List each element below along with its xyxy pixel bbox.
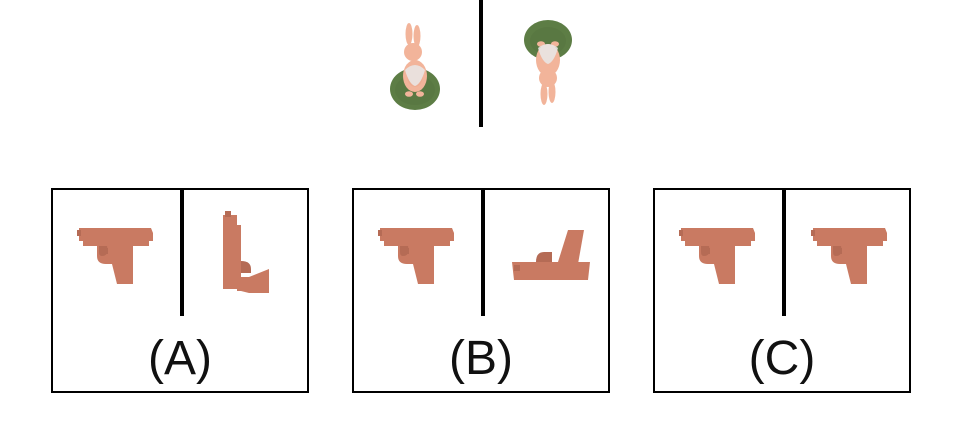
pistol-icon <box>811 228 887 284</box>
example-divider <box>479 0 483 127</box>
option-divider <box>481 190 485 316</box>
pistol-icon <box>512 230 590 280</box>
rabbit-on-base-icon <box>390 23 440 110</box>
option-divider <box>782 190 786 316</box>
option-c[interactable]: (C) <box>653 188 911 393</box>
pistol-icon <box>223 211 269 293</box>
pistol-icon <box>679 228 755 284</box>
rabbit-on-base-upside-down-icon <box>524 20 572 105</box>
option-divider <box>180 190 184 316</box>
option-b[interactable]: (B) <box>352 188 610 393</box>
option-label: (A) <box>148 332 212 385</box>
option-a[interactable]: (A) <box>51 188 309 393</box>
pistol-icon <box>378 228 454 284</box>
pistol-icon <box>77 228 153 284</box>
option-label: (C) <box>748 332 816 385</box>
option-label: (B) <box>449 332 513 385</box>
example-panel <box>0 0 963 150</box>
